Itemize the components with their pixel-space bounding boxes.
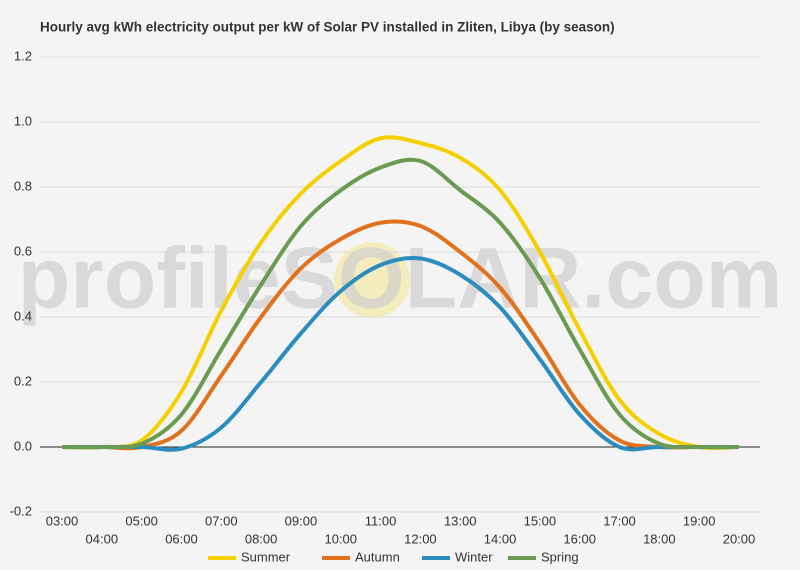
- legend-label: Summer: [241, 549, 291, 564]
- x-tick-label: 04:00: [86, 531, 119, 546]
- x-tick-label: 15:00: [524, 513, 557, 528]
- series-line: [62, 219, 739, 451]
- x-tick-label: 18:00: [643, 531, 676, 546]
- series-line: [62, 256, 739, 452]
- x-tick-label: 10:00: [324, 531, 357, 546]
- legend-label: Spring: [541, 549, 579, 564]
- x-tick-label: 16:00: [563, 531, 596, 546]
- y-tick-label: 0.2: [14, 373, 32, 388]
- x-tick-label: 07:00: [205, 513, 238, 528]
- x-tick-label: 11:00: [365, 513, 397, 528]
- x-tick-label: 20:00: [723, 531, 756, 546]
- y-tick-label: -0.2: [10, 503, 32, 518]
- y-tick-label: 1.2: [14, 48, 32, 63]
- x-tick-label: 14:00: [484, 531, 517, 546]
- watermark: profileSOLAR.com: [18, 231, 783, 327]
- legend-label: Autumn: [355, 549, 400, 564]
- chart-title: Hourly avg kWh electricity output per kW…: [40, 20, 615, 35]
- series-line: [61, 157, 740, 450]
- x-tick-label: 03:00: [46, 513, 79, 528]
- series-line: [61, 135, 740, 450]
- x-tick-label: 09:00: [285, 513, 318, 528]
- y-tick-label: 0.4: [14, 308, 32, 323]
- x-tick-label: 19:00: [683, 513, 716, 528]
- legend-label: Winter: [455, 549, 493, 564]
- x-tick-label: 12:00: [404, 531, 437, 546]
- x-tick-label: 06:00: [165, 531, 198, 546]
- y-tick-label: 0.0: [14, 438, 32, 453]
- x-tick-label: 08:00: [245, 531, 278, 546]
- y-tick-label: 0.6: [14, 243, 32, 258]
- x-tick-label: 05:00: [125, 513, 158, 528]
- x-tick-label: 13:00: [444, 513, 477, 528]
- y-tick-label: 1.0: [14, 113, 32, 128]
- y-tick-label: 0.8: [14, 178, 32, 193]
- x-tick-label: 17:00: [603, 513, 636, 528]
